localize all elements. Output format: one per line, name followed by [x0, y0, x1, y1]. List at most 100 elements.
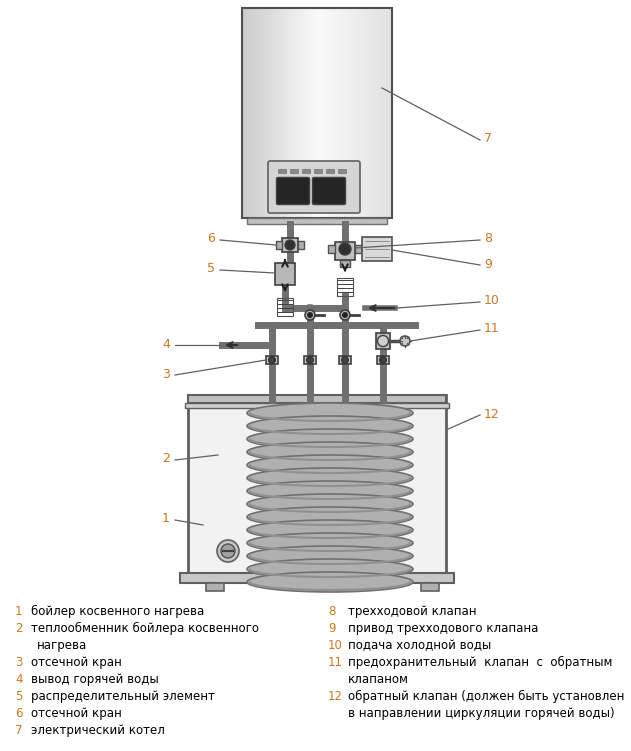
Circle shape [379, 357, 387, 363]
Bar [297, 8, 300, 218]
Bar [342, 8, 345, 218]
Bar [324, 8, 327, 218]
Text: теплообменник бойлера косвенного: теплообменник бойлера косвенного [31, 622, 259, 635]
Circle shape [221, 544, 235, 558]
Bar [328, 245, 335, 253]
Bar [339, 8, 343, 218]
Ellipse shape [247, 468, 413, 488]
Bar [376, 333, 390, 349]
Text: 2: 2 [162, 453, 170, 466]
Bar [290, 8, 293, 218]
Bar [305, 8, 307, 218]
Text: подача холодной воды: подача холодной воды [348, 639, 492, 652]
Bar [278, 169, 286, 173]
Circle shape [285, 240, 295, 250]
Bar [272, 8, 275, 218]
Bar [280, 8, 283, 218]
Bar [339, 356, 351, 364]
Bar [275, 263, 295, 285]
Bar [242, 8, 392, 218]
Circle shape [340, 310, 350, 320]
Bar [290, 169, 298, 173]
Text: распределительный элемент: распределительный элемент [31, 690, 215, 703]
Circle shape [217, 540, 239, 562]
Bar [370, 8, 372, 218]
Circle shape [307, 357, 314, 363]
Bar [247, 218, 387, 224]
Ellipse shape [247, 507, 413, 527]
Text: 11: 11 [484, 322, 500, 336]
Text: обратный клапан (должен быть установлен: обратный клапан (должен быть установлен [348, 690, 625, 703]
Text: 9: 9 [328, 622, 336, 635]
Bar [338, 169, 346, 173]
Bar [247, 8, 250, 218]
Bar [300, 8, 302, 218]
Bar [340, 260, 350, 267]
Bar [421, 583, 439, 591]
Bar [379, 8, 382, 218]
Bar [252, 8, 255, 218]
Text: 9: 9 [484, 258, 492, 270]
Text: бойлер косвенного нагрева: бойлер косвенного нагрева [31, 605, 204, 618]
Bar [355, 8, 358, 218]
Bar [267, 8, 270, 218]
Bar [375, 8, 377, 218]
Bar [249, 8, 252, 218]
Bar [377, 356, 389, 364]
Bar [264, 8, 268, 218]
Circle shape [377, 336, 389, 346]
Ellipse shape [247, 572, 413, 592]
Bar [277, 8, 280, 218]
Bar [309, 8, 312, 218]
Circle shape [341, 357, 348, 363]
Bar [309, 583, 327, 591]
Bar [314, 8, 317, 218]
Bar [277, 298, 293, 316]
Bar [292, 8, 295, 218]
Bar [274, 8, 278, 218]
Bar [269, 8, 273, 218]
Bar [382, 8, 385, 218]
Bar [362, 8, 365, 218]
Bar [259, 8, 262, 218]
Text: 7: 7 [15, 724, 23, 737]
Text: 3: 3 [162, 367, 170, 381]
Bar [298, 241, 304, 249]
Bar [337, 8, 340, 218]
Bar [302, 169, 310, 173]
Bar [206, 583, 224, 591]
Bar [355, 245, 362, 253]
Text: отсечной кран: отсечной кран [31, 707, 122, 720]
Bar [362, 237, 392, 261]
Text: 2: 2 [15, 622, 23, 635]
Ellipse shape [247, 520, 413, 540]
Bar [244, 8, 247, 218]
Text: 10: 10 [484, 294, 500, 307]
Circle shape [343, 312, 348, 318]
Bar [357, 8, 360, 218]
Bar [317, 8, 320, 218]
Bar [188, 395, 446, 573]
Bar [347, 8, 350, 218]
Bar [337, 278, 353, 296]
Bar [302, 8, 305, 218]
Ellipse shape [247, 546, 413, 566]
Bar [312, 8, 315, 218]
FancyBboxPatch shape [312, 177, 346, 204]
Text: 5: 5 [207, 263, 215, 276]
Ellipse shape [247, 416, 413, 436]
Circle shape [307, 312, 312, 318]
Text: отсечной кран: отсечной кран [31, 656, 122, 669]
Bar [329, 8, 333, 218]
Bar [326, 169, 334, 173]
Text: 7: 7 [484, 132, 492, 146]
Bar [387, 8, 390, 218]
Text: 6: 6 [15, 707, 23, 720]
Bar [266, 356, 278, 364]
Text: привод трехходового клапана: привод трехходового клапана [348, 622, 538, 635]
Bar [314, 169, 322, 173]
Bar [322, 8, 325, 218]
Text: 1: 1 [162, 512, 170, 526]
Circle shape [339, 243, 351, 255]
Text: предохранительный  клапан  с  обратным: предохранительный клапан с обратным [348, 656, 613, 669]
